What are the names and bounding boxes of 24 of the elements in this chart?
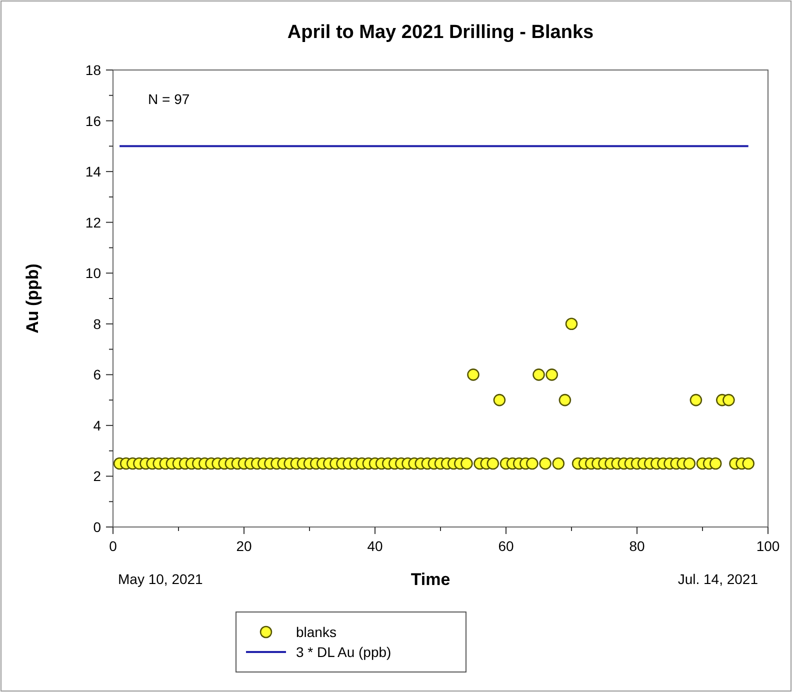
x-tick-label: 20 [236, 538, 252, 554]
annotation: N = 97 [148, 91, 190, 107]
x-tick-label: 40 [367, 538, 383, 554]
text: Jul. 14, 2021 [678, 571, 758, 587]
y-tick-label: 18 [85, 62, 102, 78]
y-tick-label: 8 [93, 316, 102, 332]
x-tick-label: 60 [498, 538, 514, 554]
y-tick-label: 2 [93, 468, 102, 484]
y-tick-label: 4 [93, 417, 102, 434]
y-axis-title: Au (ppb) [23, 264, 42, 334]
y-tick-label: 14 [85, 164, 102, 180]
y-tick-label: 16 [85, 112, 102, 129]
x-axis-title: Time [410, 570, 450, 589]
y-tick-label: 12 [85, 214, 102, 230]
x-tick-label: 100 [756, 538, 780, 554]
y-tick-label: 6 [93, 366, 102, 383]
y-tick-label: 10 [85, 265, 102, 282]
x-tick-label: 80 [629, 538, 645, 554]
y-tick-label: 0 [93, 519, 102, 535]
legend-label: blanks [296, 624, 336, 640]
chart-title: April to May 2021 Drilling - Blanks [287, 22, 594, 43]
text: May 10, 2021 [118, 571, 204, 587]
legend-label: 3 * DL Au (ppb) [296, 644, 392, 660]
x-tick-label: 0 [109, 538, 118, 554]
